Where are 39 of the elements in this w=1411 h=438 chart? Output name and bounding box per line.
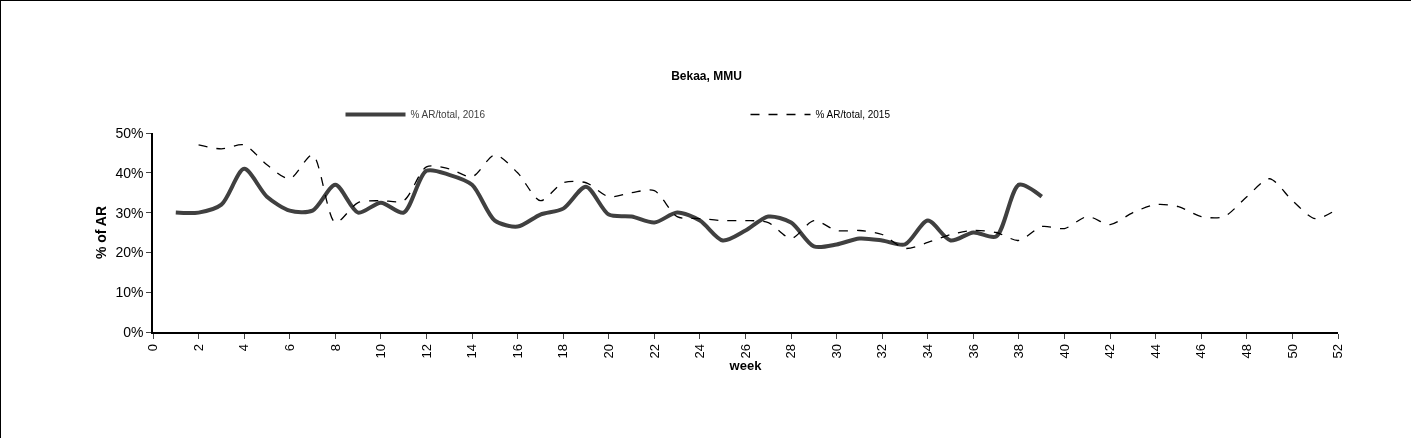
y-tick-label: 0% [123, 323, 144, 340]
x-tick-label: 10 [373, 343, 389, 359]
x-tick-label: 8 [327, 343, 343, 352]
y-tick-label: 10% [115, 284, 144, 301]
x-tick-label: 48 [1239, 343, 1255, 359]
x-tick-label: 26 [737, 343, 753, 359]
x-tick-label: 16 [509, 343, 525, 359]
y-axis-title: % of AR [92, 205, 109, 260]
x-tick-label: 4 [236, 343, 252, 352]
x-tick-label: 32 [874, 343, 890, 359]
x-tick-label: 28 [783, 343, 799, 359]
x-tick-label: 52 [1330, 343, 1346, 359]
line-series [173, 166, 1044, 249]
x-tick-label: 36 [965, 343, 981, 359]
x-tick-label: 30 [828, 343, 844, 359]
text: % AR/total, 2016 [410, 109, 486, 121]
chart-title: Bekaa, MMU [671, 68, 742, 83]
x-tick-label: 20 [600, 343, 616, 359]
y-tick-label: 20% [115, 244, 144, 261]
x-tick-label: 50 [1284, 343, 1300, 359]
x-tick-label: 14 [464, 343, 480, 359]
y-tick-label: 50% [115, 124, 144, 141]
x-tick-label: 18 [555, 343, 571, 359]
x-tick-label: 12 [418, 343, 434, 359]
y-tick-label: 30% [115, 204, 144, 221]
x-tick-label: 46 [1193, 343, 1209, 359]
x-tick-label: 34 [920, 343, 936, 359]
x-tick-label: 38 [1011, 343, 1027, 359]
x-tick-label: 2 [190, 343, 206, 352]
x-tick-label: 24 [692, 343, 708, 359]
x-tick-label: 44 [1147, 343, 1163, 359]
text: % AR/total, 2015 [815, 109, 891, 121]
x-tick-label: 40 [1056, 343, 1072, 359]
x-tick-label: 22 [646, 343, 662, 359]
x-tick-label: 6 [281, 343, 297, 352]
x-tick-label: 42 [1102, 343, 1118, 359]
x-axis-title: week [728, 358, 763, 374]
x-tick-label: 0 [145, 343, 161, 352]
y-tick-label: 40% [115, 164, 144, 181]
